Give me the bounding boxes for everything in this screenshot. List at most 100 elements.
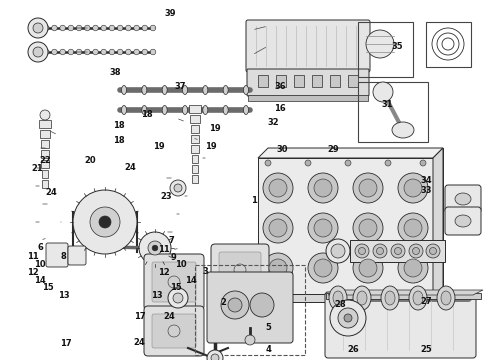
Bar [426, 22, 471, 67]
FancyBboxPatch shape [219, 252, 261, 289]
Bar [41, 150, 49, 158]
Circle shape [33, 23, 43, 33]
Ellipse shape [455, 215, 471, 227]
Bar [39, 120, 51, 128]
Circle shape [269, 219, 287, 237]
Text: 24: 24 [124, 163, 136, 172]
Text: 24: 24 [46, 188, 57, 197]
Ellipse shape [244, 85, 248, 94]
Circle shape [207, 350, 223, 360]
Circle shape [150, 49, 156, 55]
Circle shape [35, 49, 41, 55]
Text: 6: 6 [37, 243, 43, 252]
Circle shape [90, 207, 120, 237]
Circle shape [430, 248, 437, 255]
Text: 12: 12 [27, 268, 39, 277]
Circle shape [353, 173, 383, 203]
Text: 20: 20 [85, 156, 97, 165]
Text: 23: 23 [161, 192, 172, 201]
Text: 11: 11 [158, 245, 170, 253]
Text: 22: 22 [39, 156, 51, 165]
Circle shape [28, 42, 48, 62]
Circle shape [134, 25, 139, 31]
Text: 17: 17 [134, 311, 146, 320]
Circle shape [308, 173, 338, 203]
Circle shape [269, 259, 287, 277]
Circle shape [84, 25, 90, 31]
Bar [191, 145, 199, 153]
Text: 26: 26 [347, 346, 359, 354]
Circle shape [359, 219, 377, 237]
Circle shape [331, 244, 345, 258]
Circle shape [68, 25, 73, 31]
Circle shape [385, 160, 391, 166]
Circle shape [376, 248, 384, 255]
Text: 33: 33 [420, 186, 432, 195]
FancyBboxPatch shape [445, 207, 481, 235]
Circle shape [228, 298, 242, 312]
Text: 19: 19 [153, 142, 165, 151]
Circle shape [40, 110, 50, 120]
Circle shape [245, 335, 255, 345]
Bar [358, 82, 428, 142]
Circle shape [142, 25, 147, 31]
Circle shape [44, 25, 49, 31]
Bar [326, 293, 481, 299]
Text: 19: 19 [209, 124, 221, 133]
Ellipse shape [353, 286, 371, 310]
Circle shape [93, 25, 98, 31]
Text: 15: 15 [42, 284, 54, 292]
Text: 27: 27 [420, 297, 432, 306]
Ellipse shape [413, 291, 423, 305]
Text: 39: 39 [165, 9, 176, 18]
Text: 32: 32 [268, 118, 279, 127]
Text: 37: 37 [174, 82, 186, 91]
Circle shape [409, 244, 423, 258]
Polygon shape [258, 148, 443, 158]
FancyBboxPatch shape [46, 243, 68, 267]
Ellipse shape [244, 105, 248, 114]
Circle shape [326, 239, 350, 263]
Bar [330, 75, 340, 87]
Circle shape [404, 259, 422, 277]
Bar [41, 160, 49, 168]
FancyBboxPatch shape [325, 292, 476, 358]
FancyBboxPatch shape [268, 148, 443, 286]
Polygon shape [433, 148, 443, 306]
Bar [41, 140, 49, 148]
Text: 13: 13 [58, 291, 70, 300]
Circle shape [28, 18, 48, 38]
Text: 1: 1 [251, 197, 257, 205]
Circle shape [420, 160, 426, 166]
FancyBboxPatch shape [207, 272, 293, 343]
Circle shape [168, 276, 180, 288]
Ellipse shape [437, 286, 455, 310]
Circle shape [413, 248, 419, 255]
Circle shape [314, 179, 332, 197]
Text: 24: 24 [134, 338, 146, 347]
Text: 5: 5 [266, 323, 271, 332]
Circle shape [263, 253, 293, 283]
Text: 19: 19 [205, 142, 217, 151]
Circle shape [68, 49, 73, 55]
FancyBboxPatch shape [152, 314, 196, 348]
Circle shape [355, 244, 369, 258]
Circle shape [76, 49, 82, 55]
Ellipse shape [122, 85, 126, 94]
Bar [192, 165, 198, 173]
FancyBboxPatch shape [144, 254, 204, 310]
FancyBboxPatch shape [258, 158, 433, 296]
Bar [312, 75, 322, 87]
Circle shape [150, 25, 156, 31]
Circle shape [134, 49, 139, 55]
Bar [195, 265, 305, 355]
Circle shape [60, 49, 66, 55]
Ellipse shape [162, 105, 167, 114]
Circle shape [173, 293, 183, 303]
Circle shape [125, 25, 131, 31]
Circle shape [142, 49, 147, 55]
Text: 9: 9 [171, 252, 177, 261]
Text: 13: 13 [151, 291, 163, 300]
Ellipse shape [357, 291, 367, 305]
Circle shape [174, 184, 182, 192]
